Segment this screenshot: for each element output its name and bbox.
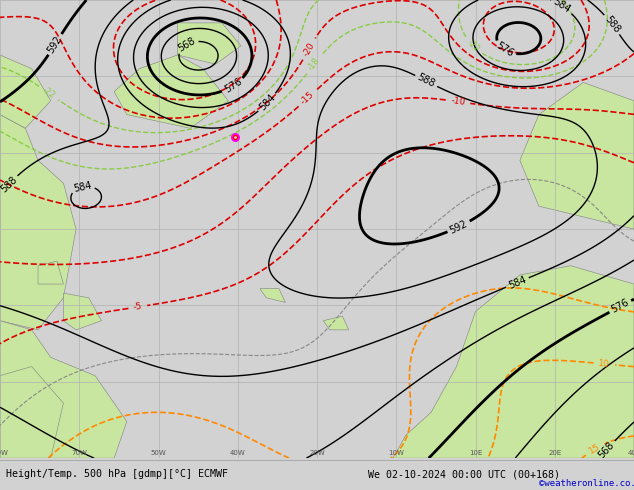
Polygon shape bbox=[323, 316, 349, 330]
Text: 20W: 20W bbox=[309, 450, 325, 456]
Text: 10: 10 bbox=[598, 359, 611, 369]
Text: 576: 576 bbox=[223, 76, 243, 95]
Polygon shape bbox=[0, 55, 51, 128]
Text: 584: 584 bbox=[507, 274, 528, 291]
Text: 80W: 80W bbox=[0, 450, 8, 456]
Text: 50W: 50W bbox=[151, 450, 166, 456]
Text: 592: 592 bbox=[46, 34, 64, 55]
Text: 10W: 10W bbox=[388, 450, 404, 456]
Text: -10: -10 bbox=[450, 96, 466, 107]
Text: 588: 588 bbox=[416, 73, 437, 90]
Text: 15: 15 bbox=[588, 442, 602, 456]
Text: 584: 584 bbox=[73, 180, 93, 194]
Polygon shape bbox=[520, 82, 634, 229]
Text: 70W: 70W bbox=[71, 450, 87, 456]
Text: -22: -22 bbox=[41, 86, 57, 100]
Polygon shape bbox=[38, 261, 63, 284]
Polygon shape bbox=[114, 55, 228, 128]
Text: 568: 568 bbox=[597, 440, 616, 460]
Text: 584: 584 bbox=[257, 93, 277, 113]
Text: 40E: 40E bbox=[628, 450, 634, 456]
Text: 10E: 10E bbox=[469, 450, 482, 456]
Polygon shape bbox=[63, 293, 101, 330]
Text: 20E: 20E bbox=[548, 450, 561, 456]
Text: -15: -15 bbox=[299, 90, 316, 106]
Text: Height/Temp. 500 hPa [gdmp][°C] ECMWF: Height/Temp. 500 hPa [gdmp][°C] ECMWF bbox=[6, 469, 228, 479]
Polygon shape bbox=[260, 289, 285, 302]
Text: ©weatheronline.co.uk: ©weatheronline.co.uk bbox=[539, 479, 634, 489]
Text: 584: 584 bbox=[552, 0, 573, 15]
Polygon shape bbox=[0, 321, 127, 458]
Text: -18: -18 bbox=[307, 56, 322, 73]
Text: 592: 592 bbox=[448, 218, 469, 235]
Polygon shape bbox=[0, 367, 63, 458]
Polygon shape bbox=[393, 266, 634, 458]
Text: We 02-10-2024 00:00 UTC (00+168): We 02-10-2024 00:00 UTC (00+168) bbox=[368, 469, 560, 479]
Text: 40W: 40W bbox=[230, 450, 245, 456]
Text: -5: -5 bbox=[133, 302, 143, 312]
Text: 588: 588 bbox=[0, 174, 18, 194]
Text: -20: -20 bbox=[302, 41, 316, 58]
Polygon shape bbox=[0, 115, 76, 330]
Text: -22: -22 bbox=[465, 38, 481, 54]
Text: 576: 576 bbox=[494, 41, 515, 59]
Text: 576: 576 bbox=[610, 297, 631, 315]
Text: 588: 588 bbox=[602, 14, 622, 35]
Polygon shape bbox=[178, 23, 241, 64]
Text: 568: 568 bbox=[176, 35, 197, 53]
